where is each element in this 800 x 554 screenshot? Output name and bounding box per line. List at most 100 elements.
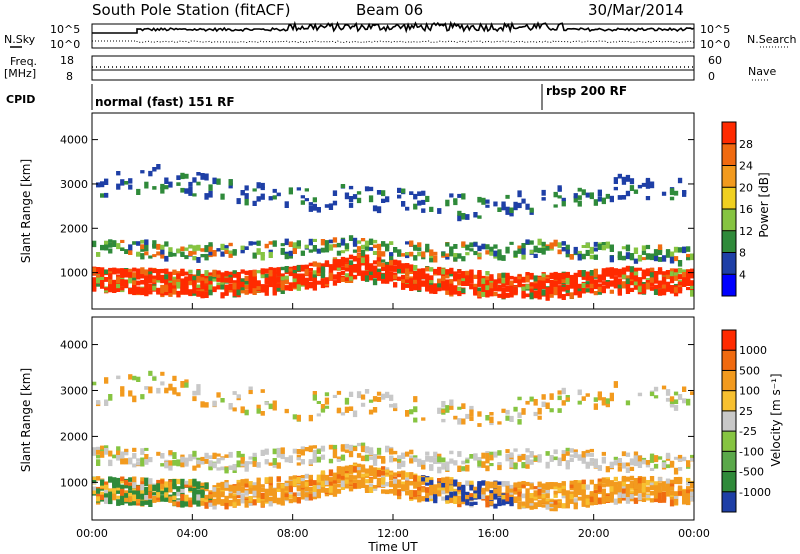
- velocity-cell-22: [96, 496, 101, 502]
- velocity-cell-1179: [441, 490, 446, 495]
- power-cell-97: [120, 239, 125, 243]
- velocity-cell-161: [136, 458, 141, 462]
- velocity-cell-40: [100, 449, 105, 455]
- velocity-cell-916: [360, 445, 366, 453]
- power-cell-160: [140, 281, 145, 285]
- power-cell-627: [280, 286, 285, 291]
- power-cell-1740: [621, 270, 627, 276]
- velocity-cell-959: [372, 396, 378, 402]
- power-cell-1774: [629, 253, 635, 260]
- velocity-cell-435: [216, 453, 221, 457]
- power-cell-652: [288, 287, 293, 291]
- power-cell-1269: [477, 287, 482, 292]
- power-cell-1861: [657, 289, 663, 294]
- power-cell-954: [381, 278, 386, 284]
- velocity-cell-1816: [629, 482, 635, 487]
- power-cell-1682: [601, 285, 606, 292]
- power-cell-957: [381, 267, 386, 272]
- velocity-cell-38: [100, 479, 105, 486]
- velocity-ytick-label-0: 1000: [60, 476, 88, 489]
- velocity-cell-631: [276, 483, 281, 489]
- velocity-cell-538: [248, 501, 253, 506]
- power-cell-131: [132, 288, 137, 296]
- power-cell-748: [316, 268, 321, 273]
- power-cell-1039: [405, 252, 410, 256]
- power-cell-985: [389, 260, 394, 264]
- velocity-cell-831: [336, 469, 342, 475]
- power-cell-1518: [553, 284, 558, 291]
- power-cell-497: [240, 270, 245, 274]
- velocity-cell-907: [360, 473, 366, 478]
- velocity-cell-1766: [613, 456, 618, 460]
- velocity-cell-288: [172, 375, 177, 381]
- nave-tick-high: 60: [708, 54, 722, 67]
- power-cell-1498: [545, 291, 550, 298]
- power-cell-1821: [645, 272, 651, 277]
- velocity-cell-1126: [425, 487, 430, 493]
- power-cell-1008: [397, 267, 402, 274]
- power-cell-461: [228, 250, 233, 255]
- velocity-cell-319: [184, 480, 189, 485]
- velocity-cell-107: [120, 451, 125, 458]
- velocity-cell-1691: [593, 500, 598, 505]
- power-cell-519: [248, 270, 253, 275]
- power-cell-299: [180, 246, 185, 252]
- power-cell-228: [160, 287, 165, 294]
- velocity-cell-51: [104, 497, 109, 504]
- velocity-cell-1963: [673, 467, 679, 475]
- velocity-cell-470: [228, 499, 233, 507]
- power-cell-1169: [445, 242, 450, 247]
- velocity-cell-1777: [617, 498, 622, 504]
- power-cell-399: [208, 249, 213, 256]
- power-cell-45: [104, 278, 109, 282]
- power-cell-788: [328, 244, 334, 251]
- velocity-cell-503: [236, 462, 241, 468]
- velocity-cell-2004: [686, 460, 691, 468]
- velocity-cell-387: [204, 502, 209, 509]
- power-cell-1396: [513, 251, 518, 257]
- velocity-cell-1755: [609, 397, 614, 402]
- power-cell-813: [336, 275, 342, 279]
- velocity-cell-1495: [533, 490, 538, 497]
- power-cell-1267: [477, 282, 482, 287]
- velocity-cell-969: [376, 447, 382, 455]
- velocity-cell-792: [324, 474, 330, 481]
- velocity-cell-1398: [505, 455, 510, 462]
- velocity-cell-1062: [405, 472, 410, 478]
- power-cell-1890: [665, 249, 671, 253]
- power-cell-1605: [577, 253, 582, 261]
- power-cell-1049: [409, 282, 414, 286]
- power-cell-113: [128, 276, 133, 284]
- power-cell-1785: [633, 271, 639, 276]
- velocity-cell-92: [116, 446, 121, 451]
- power-cell-1731: [617, 280, 622, 285]
- velocity-colorbar-tick-label-4: -25: [739, 425, 757, 438]
- velocity-cell-1255: [461, 460, 466, 465]
- power-cell-904: [364, 275, 370, 282]
- power-cell-877: [356, 263, 362, 271]
- velocity-cell-1358: [493, 488, 498, 494]
- velocity-cell-1053: [401, 462, 406, 468]
- velocity-cell-1102: [417, 490, 422, 496]
- velocity-cell-930: [364, 454, 370, 462]
- velocity-cell-1620: [569, 457, 574, 462]
- velocity-cell-835: [336, 390, 342, 395]
- power-cell-643: [284, 201, 289, 208]
- power-cell-931: [372, 265, 378, 270]
- velocity-cell-709: [300, 478, 305, 482]
- velocity-cell-216: [152, 376, 157, 381]
- velocity-colorbar-swatch-1: [722, 471, 736, 493]
- power-cell-232: [160, 254, 165, 259]
- power-cell-1285: [481, 278, 486, 285]
- velocity-cell-938: [368, 478, 374, 484]
- velocity-cell-1905: [657, 483, 663, 490]
- power-cell-1919: [673, 256, 679, 262]
- power-cell-1221: [461, 288, 466, 293]
- velocity-cell-881: [352, 475, 358, 480]
- power-cell-79: [116, 268, 121, 274]
- velocity-cell-203: [148, 386, 153, 394]
- power-cell-650: [288, 268, 293, 272]
- velocity-cell-2001: [686, 491, 691, 495]
- velocity-cell-598: [264, 459, 269, 465]
- power-cell-1046: [409, 278, 414, 284]
